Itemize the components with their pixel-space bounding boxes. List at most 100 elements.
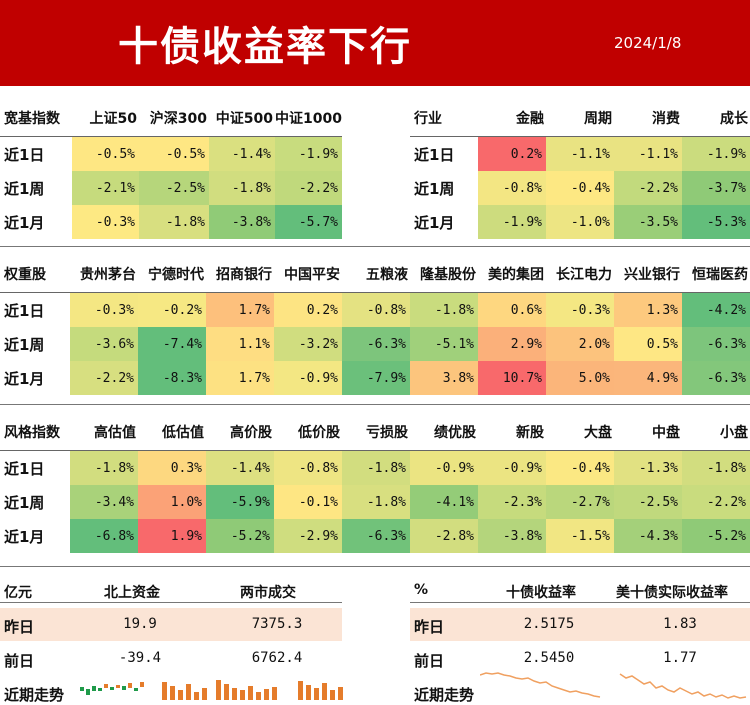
section-divider <box>0 246 750 247</box>
heatmap-cell: -3.6% <box>70 327 138 361</box>
flows-prior-northbound: -39.4 <box>118 650 162 666</box>
heatmap-cell: 0.3% <box>138 450 206 485</box>
table-row: 近1周 -3.6% -7.4% 1.1% -3.2% -6.3% -5.1% 2.9% 2.0%… <box>0 327 750 361</box>
sector-col-header: 周期 <box>546 100 614 137</box>
heavyweight-stocks-table: 权重股 贵州茅台 宁德时代 招商银行 中国平安 五粮液 隆基股份 美的集团 长江电力 兴业银行 恒瑞… <box>0 256 750 395</box>
heatmap-cell: -4.3% <box>614 519 682 553</box>
turnover-bar <box>298 681 303 700</box>
row-label: 近1周 <box>414 179 455 198</box>
heatmap-cell: -3.2% <box>274 327 342 361</box>
sector-col-header: 成长 <box>682 100 750 137</box>
heatmap-cell: -3.5% <box>614 205 682 239</box>
northbound-bar <box>128 683 132 688</box>
heavyweights-col-header: 美的集团 <box>478 256 546 293</box>
heatmap-cell: 10.7% <box>478 361 546 395</box>
row-label: 近1月 <box>4 369 45 388</box>
heatmap-cell: -2.5% <box>614 485 682 519</box>
table-row: 近1周 -3.4% 1.0% -5.9% -0.1% -1.8% -4.1% -2.3% -2.… <box>0 485 750 519</box>
heatmap-cell: 2.0% <box>546 327 614 361</box>
northbound-bar <box>134 688 138 691</box>
heatmap-cell: -2.8% <box>410 519 478 553</box>
flows-yesterday-turnover: 7375.3 <box>251 616 303 632</box>
style-index-col-header: 中盘 <box>614 414 682 451</box>
broad-index-col-header: 中证500 <box>209 100 275 137</box>
yields-row-label: 近期走势 <box>414 686 475 704</box>
sector-header-title: 行业 <box>410 100 478 137</box>
turnover-bar <box>306 685 311 700</box>
flows-row-label: 前日 <box>4 652 35 670</box>
heatmap-cell: -2.7% <box>546 485 614 519</box>
turnover-bar <box>264 689 269 700</box>
section-divider <box>0 566 750 567</box>
style-index-col-header: 大盘 <box>546 414 614 451</box>
heatmap-cell: -1.9% <box>275 136 342 171</box>
heatmap-cell: 0.5% <box>614 327 682 361</box>
style-index-col-header: 高估值 <box>70 414 138 451</box>
heavyweights-col-header: 贵州茅台 <box>70 256 138 293</box>
heatmap-cell: -3.8% <box>209 205 275 239</box>
yields-unit: % <box>414 582 429 598</box>
heatmap-cell: -0.3% <box>70 292 138 327</box>
heatmap-cell: -2.3% <box>478 485 546 519</box>
turnover-bar <box>216 680 221 700</box>
heatmap-cell: -7.9% <box>342 361 410 395</box>
heavyweights-col-header: 兴业银行 <box>614 256 682 293</box>
flows-row-highlight <box>0 608 342 641</box>
northbound-bar <box>92 686 96 691</box>
table-row: 近1月 -1.9% -1.0% -3.5% -5.3% <box>410 205 750 239</box>
sector-table: 行业 金融 周期 消费 成长 近1日 0.2% -1.1% -1.1% -1.9% 近1周 -0.8%… <box>410 100 750 239</box>
heatmap-cell: -0.5% <box>72 136 139 171</box>
heatmap-cell: -2.2% <box>70 361 138 395</box>
heatmap-cell: -1.8% <box>410 292 478 327</box>
flows-row-label: 近期走势 <box>4 686 65 704</box>
heatmap-cell: -4.1% <box>410 485 478 519</box>
yields-row-label: 昨日 <box>414 618 445 636</box>
heatmap-cell: -0.8% <box>478 171 546 205</box>
heatmap-cell: -0.9% <box>410 450 478 485</box>
heatmap-cell: -3.8% <box>478 519 546 553</box>
style-index-col-header: 低价股 <box>274 414 342 451</box>
northbound-bar <box>110 687 114 690</box>
us10y-trend-line <box>619 673 747 699</box>
row-label: 近1月 <box>414 213 455 232</box>
turnover-bar <box>240 690 245 700</box>
style-index-col-header: 绩优股 <box>410 414 478 451</box>
heatmap-cell: 1.7% <box>206 361 274 395</box>
heatmap-cell: 1.9% <box>138 519 206 553</box>
heatmap-cell: -1.3% <box>614 450 682 485</box>
section-divider <box>0 404 750 405</box>
style-index-col-header: 低估值 <box>138 414 206 451</box>
flows-trend-sparklines <box>80 680 343 700</box>
heatmap-cell: -5.2% <box>682 519 750 553</box>
style-index-col-header: 新股 <box>478 414 546 451</box>
yields-yesterday-us10y: 1.83 <box>663 616 697 632</box>
flows-col-northbound: 北上资金 <box>104 585 160 601</box>
broad-index-col-header: 中证1000 <box>275 100 342 137</box>
row-label: 近1日 <box>4 459 45 478</box>
heatmap-cell: 4.9% <box>614 361 682 395</box>
turnover-bar <box>314 688 319 700</box>
heavyweights-col-header: 宁德时代 <box>138 256 206 293</box>
heatmap-cell: -2.2% <box>275 171 342 205</box>
heatmap-cell: -1.1% <box>614 136 682 171</box>
heavyweights-col-header: 招商银行 <box>206 256 274 293</box>
heatmap-cell: -0.3% <box>72 205 139 239</box>
yields-row-label: 前日 <box>414 652 445 670</box>
turnover-bar <box>170 686 175 700</box>
heatmap-cell: -3.7% <box>682 171 750 205</box>
heatmap-cell: -2.2% <box>682 485 750 519</box>
row-label: 近1月 <box>4 213 45 232</box>
heatmap-cell: 1.7% <box>206 292 274 327</box>
northbound-bar <box>80 687 84 691</box>
sector-col-header: 消费 <box>614 100 682 137</box>
heatmap-cell: -5.7% <box>275 205 342 239</box>
style-index-col-header: 小盘 <box>682 414 750 451</box>
heatmap-cell: -1.4% <box>209 136 275 171</box>
heatmap-cell: -1.8% <box>209 171 275 205</box>
heavyweights-col-header: 隆基股份 <box>410 256 478 293</box>
row-label: 近1日 <box>4 145 45 164</box>
heatmap-cell: -0.3% <box>546 292 614 327</box>
table-row: 近1日 0.2% -1.1% -1.1% -1.9% <box>410 136 750 171</box>
heatmap-cell: 5.0% <box>546 361 614 395</box>
heatmap-cell: -6.3% <box>682 361 750 395</box>
